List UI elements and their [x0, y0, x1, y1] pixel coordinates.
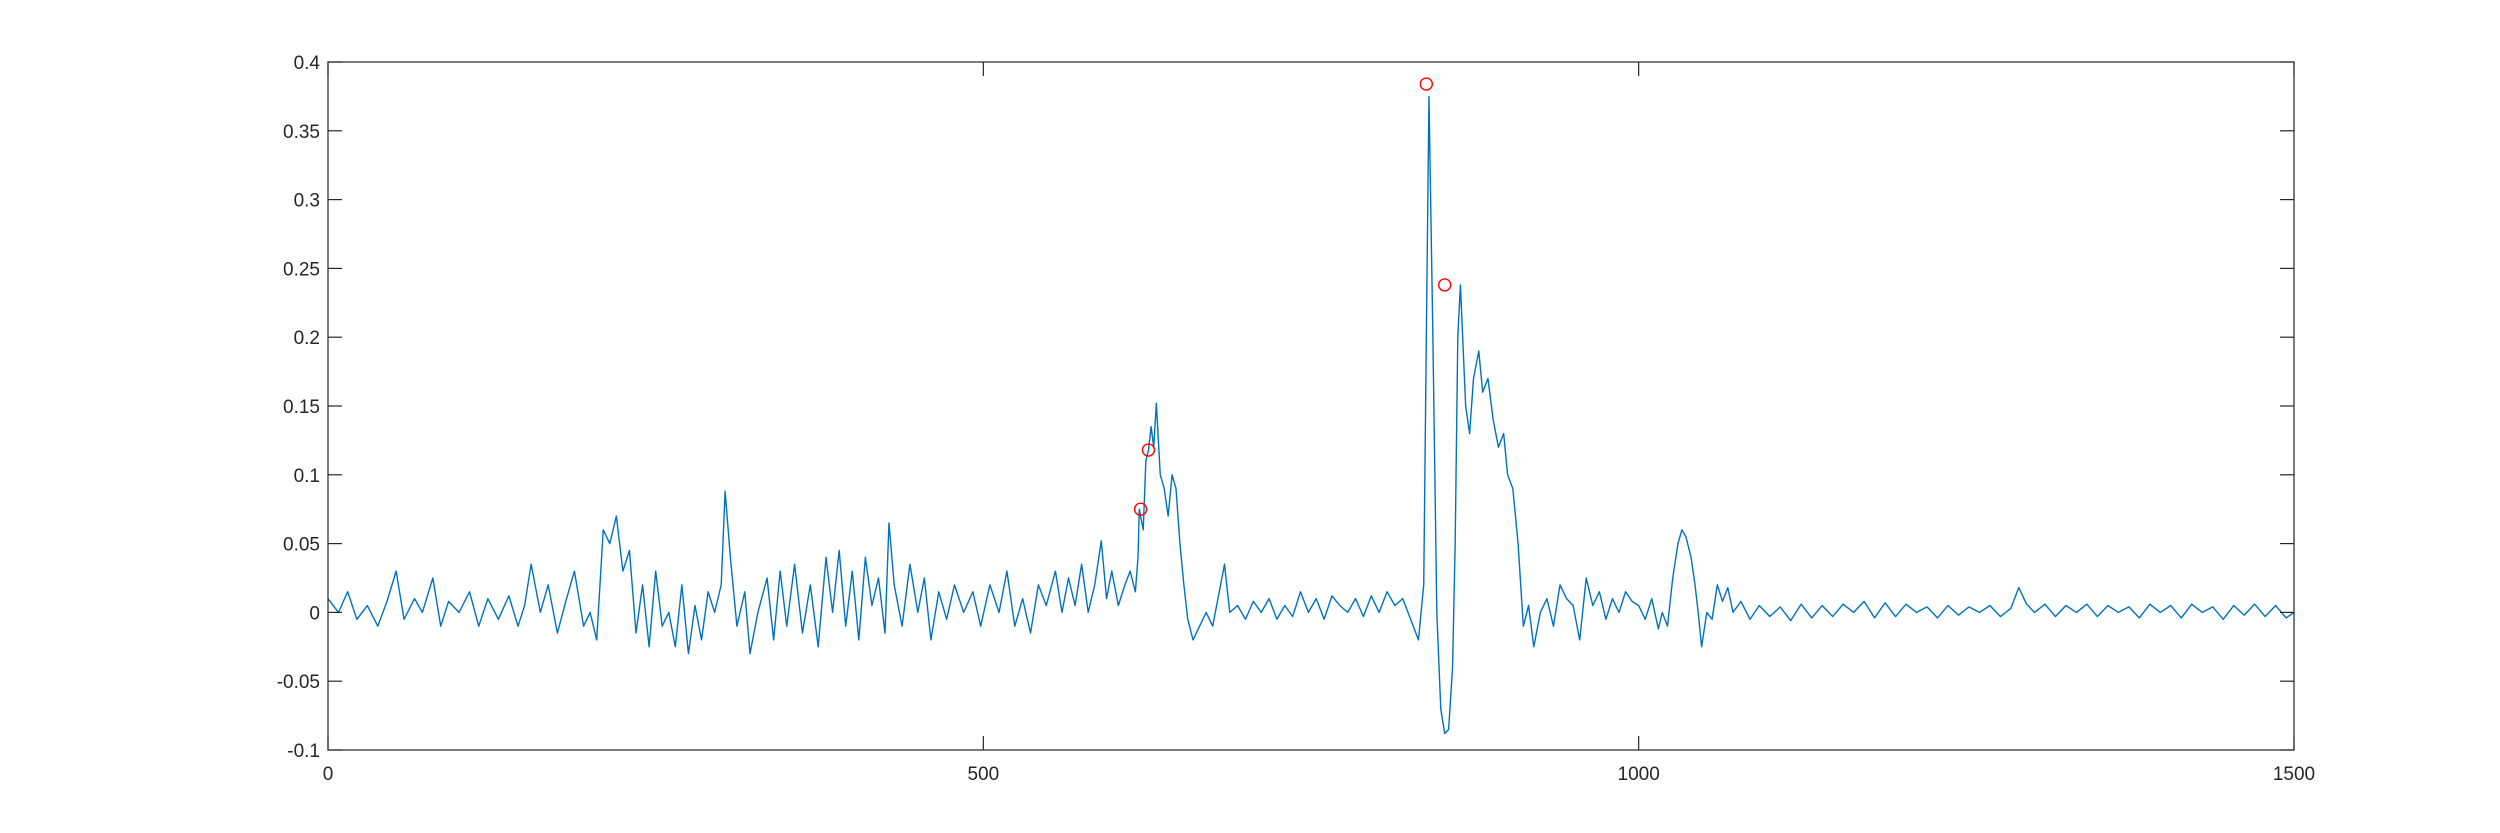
peak-marker-3 — [1437, 278, 1452, 292]
series-line-0 — [327, 95, 2295, 735]
y-axis: -0.1 -0.05 0 0.05 0.1 0.15 0.2 0.25 0.3 0.35 0.4 — [277, 53, 2294, 762]
x-tick-label: 0 — [323, 764, 334, 785]
plot-background — [328, 62, 2294, 750]
peak-marker-2 — [1419, 77, 1434, 91]
y-tick-label: -0.1 — [287, 741, 320, 762]
peak-marker-layer — [1133, 77, 1452, 516]
y-tick-label: 0.15 — [283, 397, 320, 418]
axes-area: 0 500 1000 1500 -0.1 -0.05 0 0.05 0.1 0.15 0.2 0.2… — [277, 53, 2315, 785]
x-tick-label: 1500 — [2273, 764, 2315, 785]
y-tick-label: 0.3 — [294, 191, 320, 212]
y-tick-label: 0 — [309, 603, 320, 624]
series-layer — [327, 95, 2295, 735]
y-tick-label: 0.4 — [294, 53, 321, 74]
y-tick-label: 0.2 — [294, 328, 320, 349]
x-axis: 0 500 1000 1500 — [323, 62, 2315, 785]
y-tick-label: 0.35 — [283, 122, 320, 143]
peak-marker-1 — [1141, 443, 1156, 457]
x-tick-label: 500 — [967, 764, 999, 785]
peak-marker-0 — [1133, 502, 1148, 516]
x-tick-label: 1000 — [1618, 764, 1660, 785]
y-tick-label: 0.1 — [294, 466, 320, 487]
y-tick-label: 0.05 — [283, 535, 320, 556]
y-tick-label: 0.25 — [283, 259, 320, 280]
y-tick-label: -0.05 — [277, 672, 320, 693]
